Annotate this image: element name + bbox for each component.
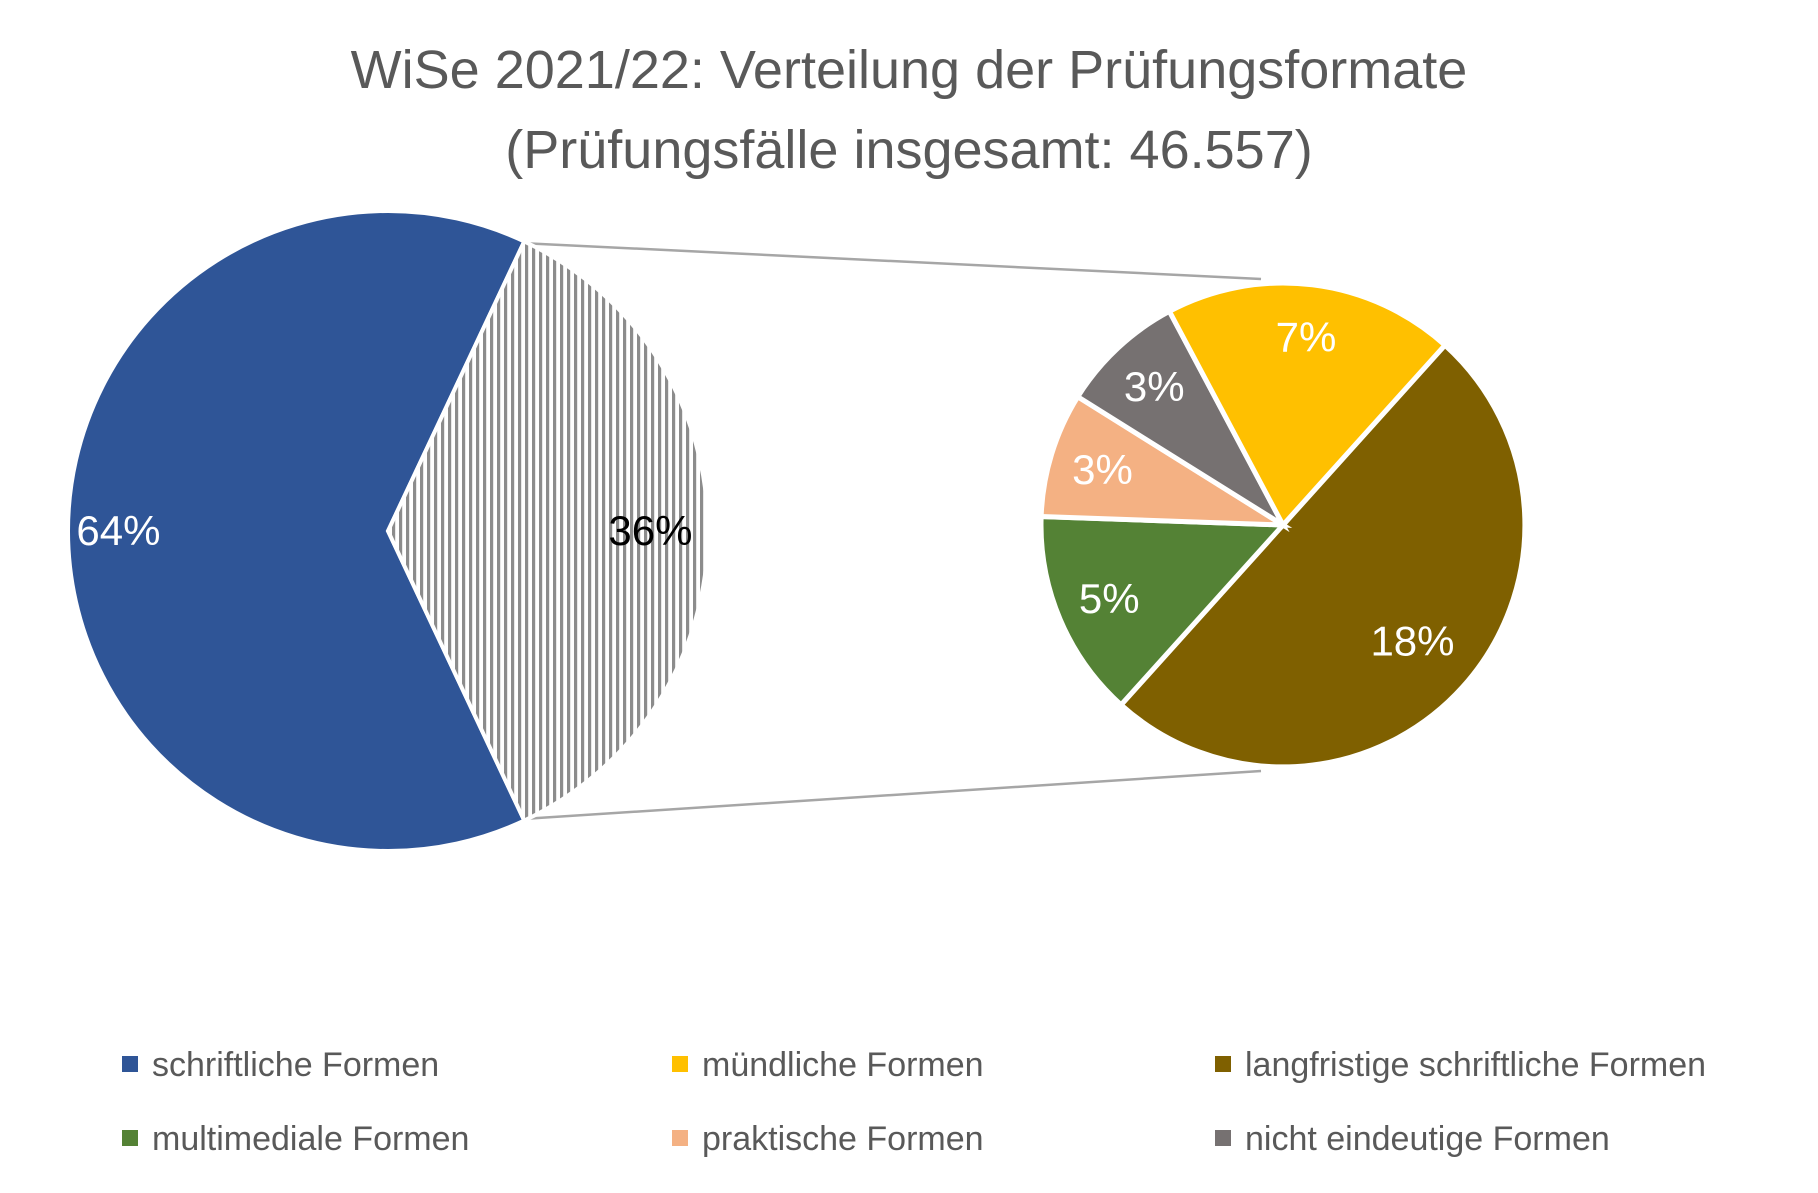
connector-lines: [530, 242, 1262, 820]
legend-label: mündliche Formen: [702, 1046, 984, 1084]
legend-label: schriftliche Formen: [152, 1046, 439, 1084]
legend-label: nicht eindeutige Formen: [1245, 1120, 1610, 1158]
slice-other: [385, 238, 710, 824]
legend-item-praktische-formen: praktische Formen: [672, 1120, 984, 1158]
data-label-nicht-eindeutige-formen: 3%: [1124, 363, 1185, 410]
connector-line-bottom: [530, 769, 1262, 820]
primary-data-labels: 64% 36%: [76, 507, 692, 554]
data-label-langfristige-schriftliche-formen: 18%: [1370, 618, 1454, 665]
chart-title: WiSe 2021/22: Verteilung der Prüfungsfor…: [351, 40, 1468, 100]
legend-swatch: [122, 1056, 138, 1072]
slice-praktische-formen: [1038, 393, 1293, 528]
slice-muendliche-formen: [1166, 280, 1449, 530]
slice-langfristige-schriftliche-formen: [1117, 341, 1528, 770]
data-label-praktische-formen: 3%: [1072, 446, 1133, 493]
data-label-multimediale-formen: 5%: [1079, 575, 1140, 622]
legend-swatch: [672, 1130, 688, 1146]
data-label-other: 36%: [608, 507, 692, 554]
legend-label: praktische Formen: [702, 1120, 984, 1158]
legend-item-nicht-eindeutige-formen: nicht eindeutige Formen: [1215, 1120, 1610, 1158]
legend-item-langfristige-schriftliche-formen: langfristige schriftliche Formen: [1215, 1046, 1706, 1084]
legend-item-multimediale-formen: multimediale Formen: [122, 1120, 469, 1158]
legend-swatch: [122, 1130, 138, 1146]
legend-swatch: [1215, 1130, 1231, 1146]
legend-swatch: [1215, 1056, 1231, 1072]
legend-item-muendliche-formen: mündliche Formen: [672, 1046, 984, 1084]
legend-item-schriftliche-formen: schriftliche Formen: [122, 1046, 439, 1084]
legend-label: langfristige schriftliche Formen: [1245, 1046, 1706, 1084]
slice-multimediale-formen: [1038, 513, 1289, 709]
slice-schriftliche-formen: [66, 209, 527, 853]
secondary-pie: [1038, 280, 1528, 770]
data-label-muendliche-formen: 7%: [1276, 314, 1337, 361]
chart-subtitle: (Prüfungsfälle insgesamt: 46.557): [505, 120, 1312, 180]
legend-swatch: [672, 1056, 688, 1072]
slice-nicht-eindeutige-formen: [1074, 307, 1290, 533]
legend-label: multimediale Formen: [152, 1120, 469, 1158]
connector-line-top: [530, 242, 1262, 281]
primary-pie: [66, 209, 710, 853]
legend: schriftliche Formen mündliche Formen langf…: [122, 1046, 1706, 1158]
secondary-data-labels: 18% 5% 3% 3% 7%: [1072, 314, 1454, 665]
data-label-schriftliche-formen: 64%: [76, 507, 160, 554]
